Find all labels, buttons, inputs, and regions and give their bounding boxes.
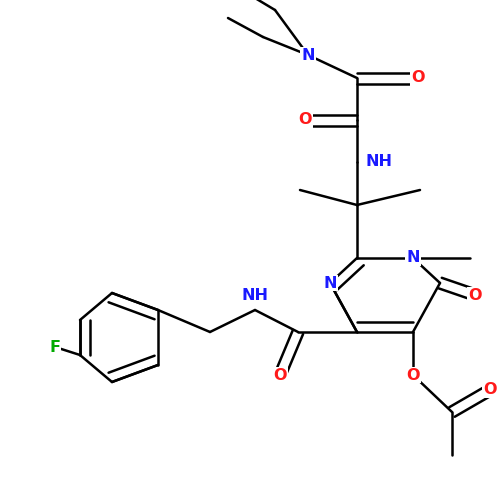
Text: O: O (273, 368, 287, 382)
Text: NH: NH (366, 154, 392, 170)
Text: N: N (323, 276, 337, 290)
Text: N: N (406, 250, 420, 266)
Text: O: O (411, 70, 425, 86)
Text: NH: NH (242, 288, 268, 302)
Text: O: O (298, 112, 312, 128)
Text: O: O (406, 368, 420, 382)
Text: F: F (50, 340, 60, 354)
Text: O: O (483, 382, 497, 398)
Text: O: O (468, 288, 482, 302)
Text: N: N (301, 48, 315, 62)
